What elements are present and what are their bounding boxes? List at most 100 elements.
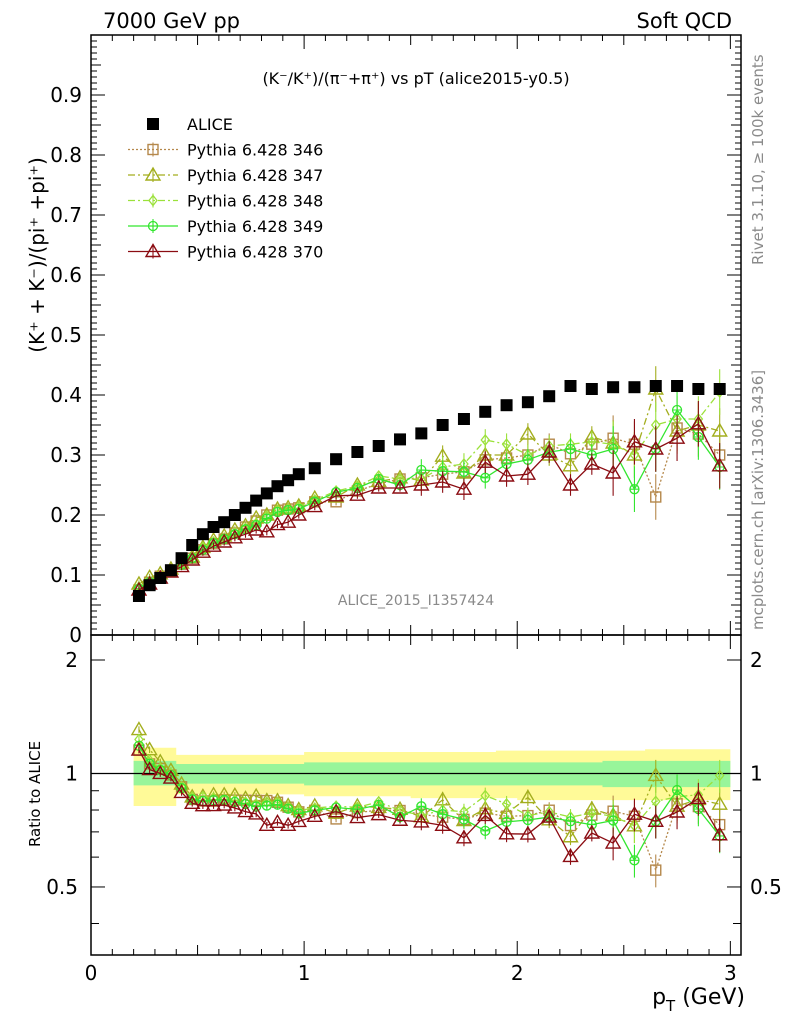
- legend-marker: [148, 194, 158, 207]
- ratio-point: [647, 767, 664, 782]
- plot-title: (K⁻/K⁺)/(π⁻+π⁺) vs pT (alice2015-y0.5): [262, 69, 569, 88]
- data-point: [132, 590, 145, 602]
- ratio-point-cross: [480, 826, 490, 836]
- data-point: [436, 419, 449, 431]
- ratio-point-cross: [502, 817, 512, 827]
- ratio-point-cross: [608, 815, 618, 825]
- data-point: [218, 516, 231, 529]
- ratio-series: [130, 721, 728, 888]
- ratio-point: [562, 828, 579, 843]
- y-tick-label: 0.9: [50, 83, 82, 107]
- data-point: [711, 422, 728, 437]
- ratio-y-tick-label: 2: [65, 648, 78, 672]
- data-point: [215, 533, 233, 548]
- legend-label: Pythia 6.428 348: [187, 192, 323, 211]
- data-point: [477, 453, 494, 468]
- data-point: [164, 564, 177, 577]
- ratio-point: [290, 813, 308, 828]
- ratio-point: [711, 826, 728, 841]
- data-point: [479, 405, 492, 418]
- series-line: [138, 408, 721, 590]
- header-left: 7000 GeV pp: [103, 9, 240, 33]
- data-point-cross: [262, 514, 272, 524]
- data-point: [585, 383, 598, 395]
- data-point: [692, 383, 705, 395]
- data-point: [711, 457, 728, 472]
- x-tick-label: 3: [724, 961, 737, 985]
- ratio-uncertainty-bands: [91, 747, 741, 806]
- data-point-cross: [416, 465, 426, 475]
- y-tick-label: 0.4: [50, 383, 82, 407]
- data-point: [143, 579, 156, 592]
- legend-label: Pythia 6.428 370: [187, 243, 323, 262]
- data-point: [186, 539, 199, 551]
- data-point: [196, 528, 209, 541]
- series-pythia-6-428-348: [134, 369, 725, 594]
- x-axis-label-sub: T: [665, 997, 676, 1015]
- ratio-point-cross: [262, 801, 272, 811]
- data-point: [247, 521, 265, 536]
- ratio-point: [130, 741, 148, 756]
- data-point: [154, 572, 167, 584]
- data-point: [626, 433, 643, 448]
- ratio-point: [711, 795, 728, 810]
- ratio-point: [327, 803, 345, 818]
- legend-label: Pythia 6.428 349: [187, 217, 323, 236]
- legend-label: Pythia 6.428 346: [187, 141, 323, 160]
- data-point: [713, 383, 726, 395]
- data-point: [457, 413, 470, 425]
- ratio-point: [434, 816, 451, 832]
- ratio-point: [519, 789, 537, 804]
- ratio-point: [477, 806, 494, 822]
- ratio-point: [279, 816, 297, 832]
- ratio-point-cross: [459, 814, 469, 824]
- y-tick-label: 0.8: [50, 143, 82, 167]
- data-point: [604, 464, 622, 479]
- data-point: [649, 380, 662, 392]
- data-point: [269, 516, 286, 531]
- ratio-point: [173, 784, 190, 799]
- ratio-point: [370, 806, 387, 821]
- data-point: [306, 498, 323, 513]
- ratio-point: [647, 812, 664, 827]
- data-point: [258, 523, 276, 538]
- ratio-point-cross: [416, 801, 426, 811]
- watermark: ALICE_2015_I1357424: [338, 593, 494, 609]
- ratio-y-tick-label-right: 1: [750, 761, 763, 785]
- data-point: [564, 380, 577, 392]
- data-point: [250, 494, 263, 507]
- side-rivet-text: Rivet 3.1.10, ≥ 100k events: [749, 54, 767, 265]
- data-point: [175, 552, 188, 565]
- data-point: [290, 506, 308, 521]
- y-tick-label: 0.5: [50, 323, 82, 347]
- data-point-cross: [629, 484, 639, 494]
- data-point: [370, 479, 387, 494]
- data-point-cross: [272, 507, 282, 517]
- data-point: [279, 513, 297, 528]
- x-tick-label: 2: [511, 961, 524, 985]
- data-point: [519, 425, 537, 440]
- ratio-plot-frame: [90, 634, 742, 956]
- data-point-cross: [672, 405, 682, 415]
- ratio-pythia-6-428-370: [130, 741, 728, 865]
- ratio-point: [258, 816, 276, 831]
- data-point: [668, 429, 686, 444]
- data-point: [327, 487, 345, 502]
- header-right: Soft QCD: [637, 9, 732, 33]
- legend: ALICE Pythia 6.428 346 Pythia 6.428 347 Pyt…: [128, 115, 323, 262]
- data-point: [330, 453, 343, 466]
- data-point: [498, 467, 515, 482]
- data-point: [239, 501, 252, 514]
- legend-entry: Pythia 6.428 370: [128, 243, 323, 262]
- legend-marker: [147, 143, 159, 156]
- data-point: [480, 433, 491, 447]
- ratio-point: [194, 797, 212, 812]
- ratio-point-cross: [523, 815, 533, 825]
- y-tick-label-zero: 0: [69, 623, 82, 647]
- x-tick-label: 0: [85, 961, 98, 985]
- ratio-point: [626, 805, 643, 820]
- data-point: [207, 521, 220, 533]
- y-tick-label: 0.6: [50, 263, 82, 287]
- ratio-y-tick-label: 1: [65, 761, 78, 785]
